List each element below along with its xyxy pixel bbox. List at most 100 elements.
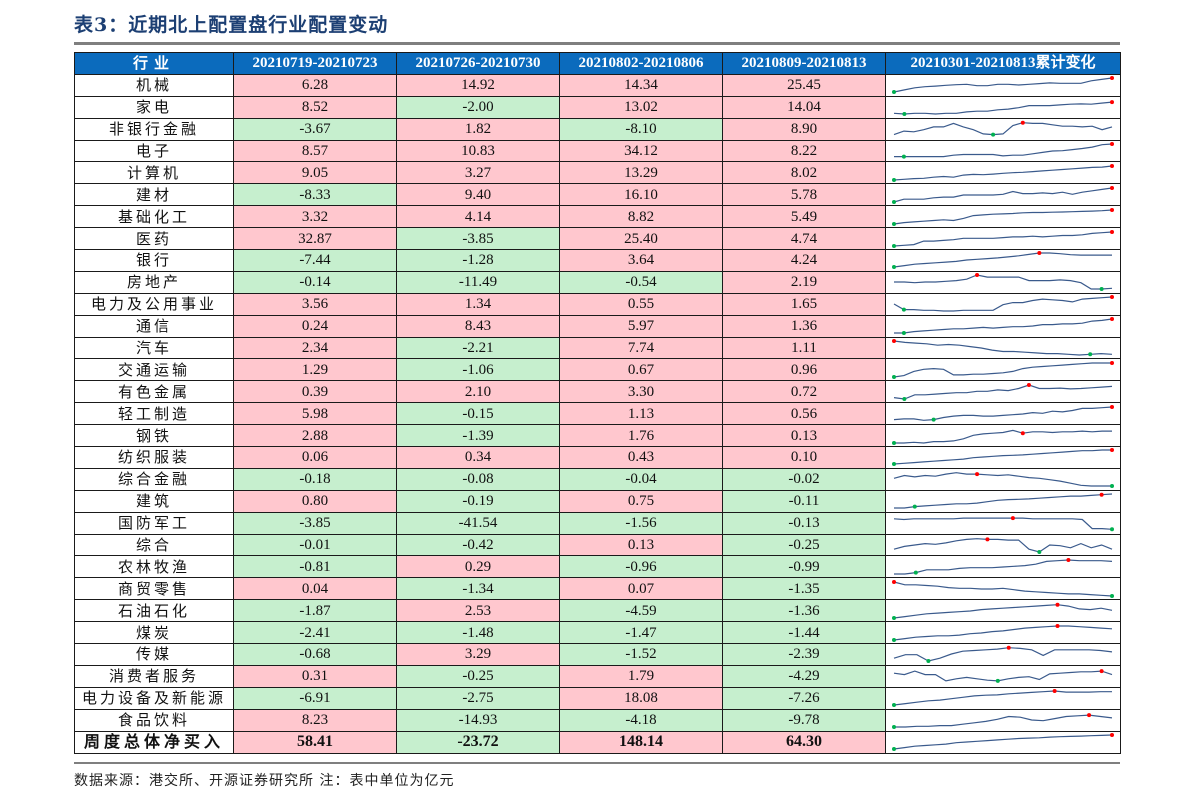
weekly-value-cell: 8.02 <box>722 161 886 185</box>
max-point-marker <box>1020 120 1025 125</box>
weekly-value-cell: -0.14 <box>233 270 397 294</box>
min-point-marker <box>1110 527 1114 532</box>
cumulative-sparkline <box>885 205 1121 229</box>
max-point-marker <box>985 537 990 542</box>
header-cumulative-change: 20210301-20210813累计变化 <box>885 52 1121 75</box>
cumulative-sparkline <box>885 599 1121 623</box>
weekly-value-cell: 8.57 <box>233 139 397 163</box>
weekly-value-cell: 1.79 <box>559 664 723 688</box>
max-point-marker <box>1110 295 1114 300</box>
sparkline-chart <box>894 317 1114 336</box>
weekly-value-cell: 0.29 <box>396 555 560 579</box>
table-row: 建材 -8.33 9.40 16.10 5.78 <box>74 183 1121 207</box>
sparkline-chart <box>892 339 1113 357</box>
max-point-marker <box>1110 404 1114 409</box>
cumulative-sparkline <box>885 708 1121 732</box>
weekly-value-cell: -23.72 <box>396 730 560 754</box>
weekly-value-cell: 14.34 <box>559 73 723 97</box>
weekly-value-cell: 0.13 <box>722 424 886 448</box>
industry-name: 有色金属 <box>74 380 234 404</box>
weekly-value-cell: 8.43 <box>396 314 560 338</box>
max-point-marker <box>1110 360 1114 365</box>
weekly-value-cell: -3.85 <box>233 511 397 535</box>
industry-name: 综合 <box>74 533 234 557</box>
cumulative-sparkline <box>885 161 1121 185</box>
weekly-value-cell: 25.40 <box>559 227 723 251</box>
cumulative-sparkline <box>885 686 1121 710</box>
cumulative-sparkline <box>885 249 1121 272</box>
sparkline-chart <box>894 492 1113 509</box>
industry-name: 银行 <box>74 249 234 272</box>
min-point-marker <box>892 725 896 730</box>
table-row: 计算机 9.05 3.27 13.29 8.02 <box>74 161 1121 185</box>
weekly-value-cell: 4.74 <box>722 227 886 251</box>
weekly-value-cell: -1.39 <box>396 424 560 448</box>
weekly-value-cell: 32.87 <box>233 227 397 251</box>
max-point-marker <box>1066 557 1071 562</box>
weekly-value-cell: 8.82 <box>559 205 723 229</box>
max-point-marker <box>892 339 896 344</box>
min-point-marker <box>926 659 931 664</box>
min-point-marker <box>892 703 896 708</box>
header-row: 行业 20210719-20210723 20210726-20210730 2… <box>74 52 1121 75</box>
industry-name: 消费者服务 <box>74 664 234 688</box>
industry-allocation-table: 行业 20210719-20210723 20210726-20210730 2… <box>74 52 1121 754</box>
industry-name: 钢铁 <box>74 424 234 448</box>
weekly-value-cell: -0.04 <box>559 467 723 491</box>
max-point-marker <box>1110 163 1114 168</box>
table-row: 电子 8.57 10.83 34.12 8.22 <box>74 139 1121 163</box>
min-point-marker <box>1110 484 1114 489</box>
weekly-value-cell: -1.34 <box>396 577 560 601</box>
max-point-marker <box>1006 646 1011 651</box>
weekly-value-cell: -1.44 <box>722 621 886 645</box>
sparkline-chart <box>892 360 1114 379</box>
weekly-value-cell: -0.99 <box>722 555 886 579</box>
weekly-value-cell: 9.40 <box>396 183 560 207</box>
cumulative-sparkline <box>885 621 1121 645</box>
max-point-marker <box>1087 713 1092 718</box>
cumulative-sparkline <box>885 117 1121 141</box>
sparkline-chart <box>893 382 1113 401</box>
table-row: 非银行金融 -3.67 1.82 -8.10 8.90 <box>74 117 1121 141</box>
cumulative-sparkline <box>885 664 1121 688</box>
source-note: 数据来源：港交所、开源证券研究所 注：表中单位为亿元 <box>74 773 455 789</box>
cumulative-sparkline <box>885 73 1121 97</box>
weekly-value-cell: -1.28 <box>396 249 560 272</box>
min-point-marker <box>901 307 906 312</box>
weekly-value-cell: -1.35 <box>722 577 886 601</box>
weekly-value-cell: -0.42 <box>396 533 560 557</box>
min-point-marker <box>1110 593 1114 598</box>
max-point-marker <box>1110 185 1114 190</box>
weekly-value-cell: 0.55 <box>559 292 723 316</box>
industry-name: 建材 <box>74 183 234 207</box>
table-row: 家电 8.52 -2.00 13.02 14.04 <box>74 95 1121 119</box>
industry-name: 传媒 <box>74 643 234 666</box>
max-point-marker <box>1099 669 1104 674</box>
weekly-value-cell: 0.75 <box>559 489 723 513</box>
cumulative-sparkline <box>885 358 1121 382</box>
weekly-value-cell: -0.68 <box>233 643 397 666</box>
cumulative-sparkline <box>885 446 1121 469</box>
table-row: 有色金属 0.39 2.10 3.30 0.72 <box>74 380 1121 404</box>
weekly-value-cell: 34.12 <box>559 139 723 163</box>
industry-name: 国防军工 <box>74 511 234 535</box>
cumulative-sparkline <box>885 467 1121 491</box>
industry-name: 汽车 <box>74 336 234 360</box>
industry-name: 机械 <box>74 73 234 97</box>
weekly-value-cell: 3.29 <box>396 643 560 666</box>
sparkline-chart <box>892 733 1114 752</box>
min-point-marker <box>892 637 896 642</box>
industry-name: 通信 <box>74 314 234 338</box>
industry-name: 家电 <box>74 95 234 119</box>
table-row: 轻工制造 5.98 -0.15 1.13 0.56 <box>74 402 1121 426</box>
sparkline-chart <box>892 76 1114 95</box>
min-point-marker <box>892 243 896 248</box>
weekly-value-cell: 9.05 <box>233 161 397 185</box>
weekly-value-cell: 25.45 <box>722 73 886 97</box>
cumulative-sparkline <box>885 577 1121 601</box>
industry-name: 房地产 <box>74 270 234 294</box>
cumulative-sparkline <box>885 292 1121 316</box>
max-point-marker <box>1037 251 1042 256</box>
weekly-value-cell: 4.14 <box>396 205 560 229</box>
header-week-2: 20210726-20210730 <box>396 52 560 75</box>
